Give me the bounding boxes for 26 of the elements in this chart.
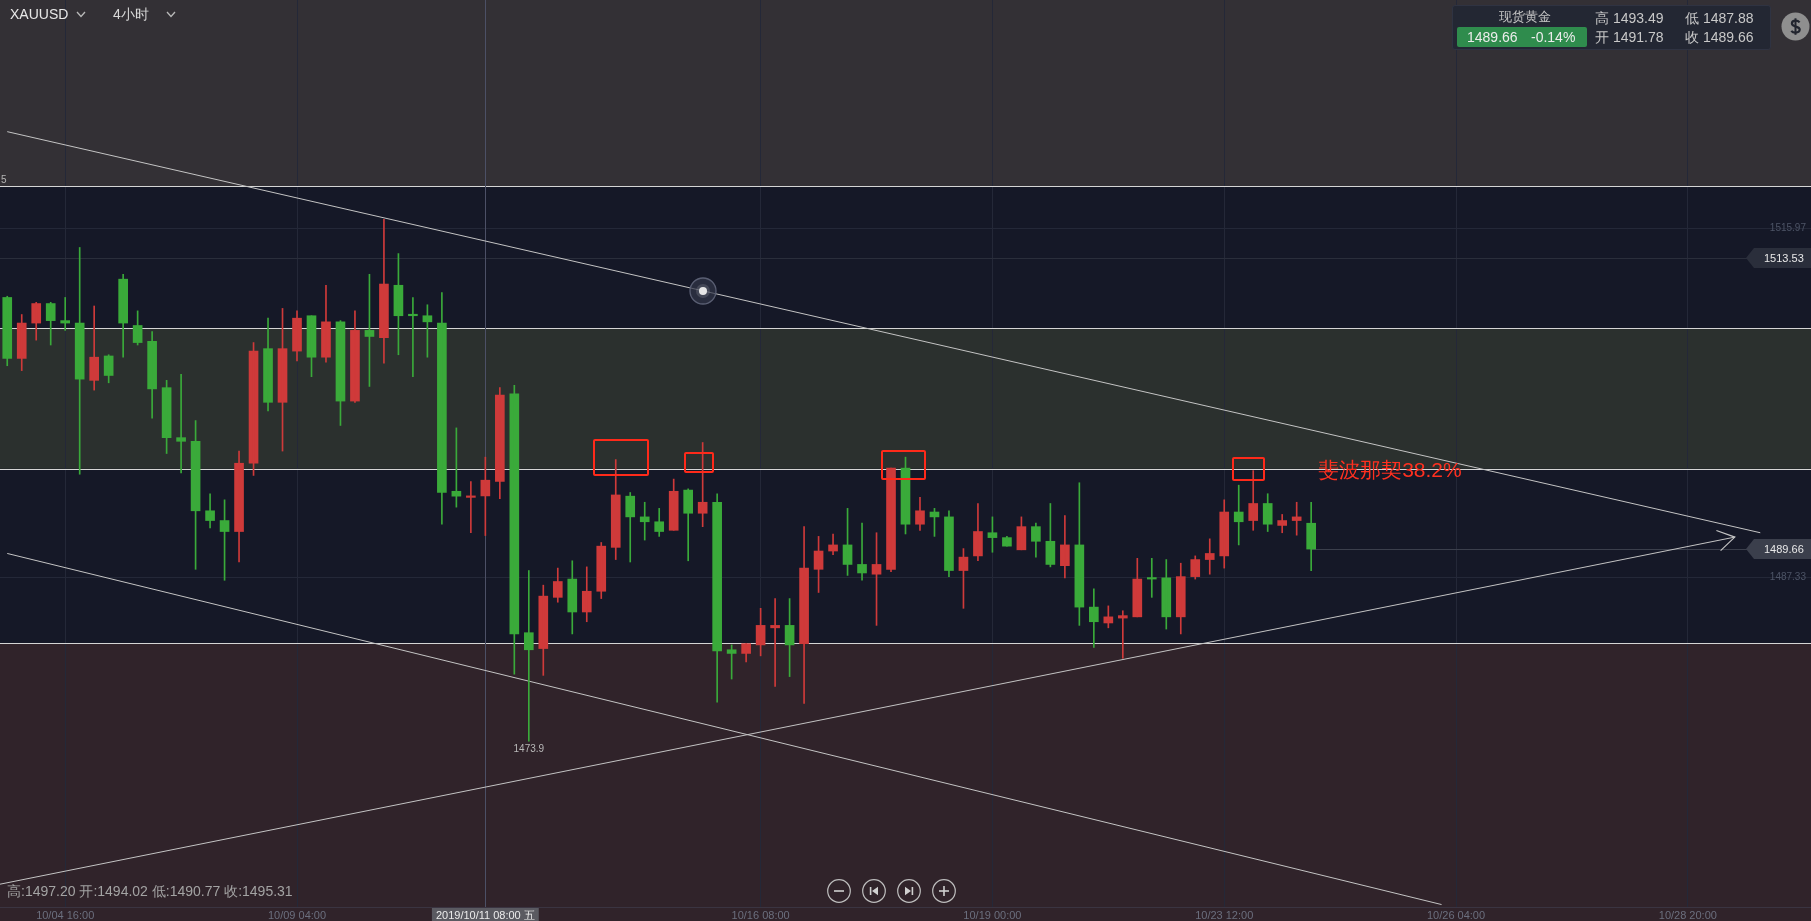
annotation: 1489.66: [1467, 29, 1518, 46]
x-tick-label: 10/19 00:00: [963, 908, 1022, 921]
annotation: -0.14%: [1531, 29, 1576, 46]
annotation: 5: [1, 174, 7, 186]
ref-line-label: 1513.53: [1764, 251, 1804, 264]
x-tick-label: 10/09 04:00: [267, 908, 327, 921]
annotation: 开 1491.78: [1595, 29, 1664, 46]
x-tick-label: 10/26 04:00: [1426, 908, 1486, 921]
candlestick: [1277, 514, 1288, 534]
y-tick-label: 1515.97: [1769, 222, 1807, 234]
x-tick-label: 10/04 16:00: [36, 908, 95, 921]
annotation: 高:1497.20 开:1494.02 低:1490.77 收:1495.31: [7, 883, 293, 900]
y-tick-label: 1487.33: [1769, 571, 1807, 583]
x-tick-label: 10/28 20:00: [1658, 908, 1717, 921]
ref-line-label: 1489.66: [1764, 542, 1804, 555]
chart-subtitle: 4小时: [113, 6, 149, 23]
annotation: 1473.9: [513, 742, 545, 754]
x-tick-label: 10/16 08:00: [731, 908, 790, 921]
annotation: 现货黄金: [1499, 9, 1551, 25]
chart-title: XAUUSD: [10, 6, 69, 23]
annotation: 收 1489.66: [1685, 29, 1754, 46]
candlestick: [176, 373, 186, 474]
annotation: 低 1487.88: [1685, 10, 1754, 27]
x-tick-label: 2019/10/11 08:00 五: [435, 908, 535, 921]
x-tick-label: 10/23 12:00: [1195, 908, 1254, 921]
annotation: 高 1493.49: [1595, 10, 1664, 27]
